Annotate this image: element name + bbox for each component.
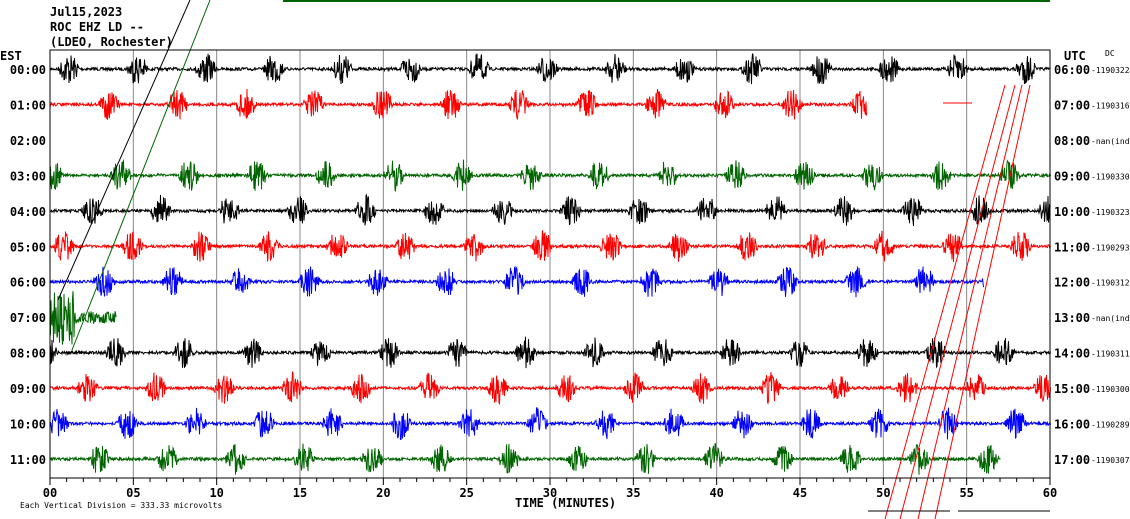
x-tick-label: 25 [459, 486, 473, 500]
trace-row-09:00 [49, 370, 1051, 406]
row-utc-label: 10:00 [1054, 205, 1090, 219]
row-utc-label: 13:00 [1054, 311, 1090, 325]
row-est-label: 10:00 [10, 418, 46, 432]
x-tick-label: 55 [959, 486, 973, 500]
trace-row-06:00 [49, 265, 984, 298]
row-est-label: 04:00 [10, 205, 46, 219]
row-est-label: 08:00 [10, 347, 46, 361]
row-dc-value: -1190311 [1091, 350, 1130, 359]
trace-row-08:00 [49, 336, 1051, 369]
trace-row-05:00 [49, 230, 1051, 263]
plot-frame [49, 49, 1051, 479]
x-tick-label: 30 [543, 486, 557, 500]
row-utc-label: 14:00 [1054, 347, 1090, 361]
x-tick-label: 35 [626, 486, 640, 500]
row-utc-label: 12:00 [1054, 276, 1090, 290]
trace-row-07:00 [49, 291, 117, 345]
row-dc-value: -1190316 [1091, 101, 1130, 110]
date-label: Jul15,2023 [50, 5, 122, 19]
x-tick-label: 00 [43, 486, 57, 500]
row-dc-value: -nan(ind [1091, 314, 1130, 323]
x-tick-label: 15 [293, 486, 307, 500]
dc-label: DC [1105, 49, 1115, 58]
row-est-label: 01:00 [10, 98, 46, 112]
x-tick-label: 20 [376, 486, 390, 500]
trace-row-11:00 [49, 443, 1001, 475]
row-est-label: 03:00 [10, 169, 46, 183]
x-tick-label: 60 [1043, 486, 1057, 500]
row-utc-label: 15:00 [1054, 382, 1090, 396]
left-timezone: EST [0, 49, 22, 63]
row-utc-label: 06:00 [1054, 63, 1090, 77]
network-label: (LDEO, Rochester) [50, 35, 173, 49]
trace-row-01:00 [49, 88, 867, 120]
row-dc-value: -1190307 [1091, 456, 1130, 465]
row-est-label: 11:00 [10, 453, 46, 467]
diagonal-line [917, 84, 1023, 519]
row-dc-value: -1190322 [1091, 66, 1130, 75]
right-timezone: UTC [1064, 49, 1086, 63]
row-dc-value: -1190300 [1091, 385, 1130, 394]
diagonal-line [899, 84, 1016, 519]
station-label: ROC EHZ LD -- [50, 20, 144, 34]
row-dc-value: -1190312 [1091, 279, 1130, 288]
row-utc-label: 09:00 [1054, 169, 1090, 183]
row-utc-label: 16:00 [1054, 418, 1090, 432]
x-tick-label: 05 [126, 486, 140, 500]
diagonal-line [934, 84, 1031, 519]
x-tick-label: 45 [793, 486, 807, 500]
row-dc-value: -1190323 [1091, 208, 1130, 217]
row-est-label: 07:00 [10, 311, 46, 325]
row-utc-label: 08:00 [1054, 134, 1090, 148]
row-utc-label: 11:00 [1054, 240, 1090, 254]
trace-row-03:00 [49, 158, 1051, 192]
x-axis-label: TIME (MINUTES) [515, 496, 616, 510]
row-est-label: 00:00 [10, 63, 46, 77]
row-dc-value: -1190330 [1091, 172, 1130, 181]
scale-note: Each Vertical Division = 333.33 microvol… [20, 501, 222, 510]
row-dc-value: -nan(ind [1091, 137, 1130, 146]
diagonal-line [884, 84, 1006, 519]
x-tick-label: 40 [709, 486, 723, 500]
row-utc-label: 17:00 [1054, 453, 1090, 467]
row-utc-label: 07:00 [1054, 98, 1090, 112]
x-tick-label: 50 [876, 486, 890, 500]
row-est-label: 05:00 [10, 240, 46, 254]
row-dc-value: -1190289 [1091, 421, 1130, 430]
row-est-label: 06:00 [10, 276, 46, 290]
diagonal-line [71, 0, 211, 351]
row-est-label: 09:00 [10, 382, 46, 396]
trace-row-04:00 [49, 193, 1051, 227]
trace-row-00:00 [49, 53, 1051, 85]
row-dc-value: -1190293 [1091, 243, 1130, 252]
x-tick-label: 10 [209, 486, 223, 500]
trace-row-10:00 [49, 407, 1051, 441]
row-est-label: 02:00 [10, 134, 46, 148]
